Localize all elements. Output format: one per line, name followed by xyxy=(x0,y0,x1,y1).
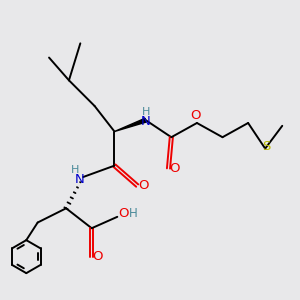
Text: O: O xyxy=(190,110,201,122)
Text: O: O xyxy=(118,208,129,220)
Text: H: H xyxy=(142,107,150,117)
Text: H: H xyxy=(129,208,137,220)
Text: S: S xyxy=(262,140,271,153)
Text: O: O xyxy=(138,179,149,192)
Text: H: H xyxy=(71,165,80,175)
Polygon shape xyxy=(115,118,146,131)
Text: N: N xyxy=(141,115,151,128)
Text: O: O xyxy=(169,162,180,175)
Text: N: N xyxy=(75,173,85,186)
Text: O: O xyxy=(93,250,103,263)
